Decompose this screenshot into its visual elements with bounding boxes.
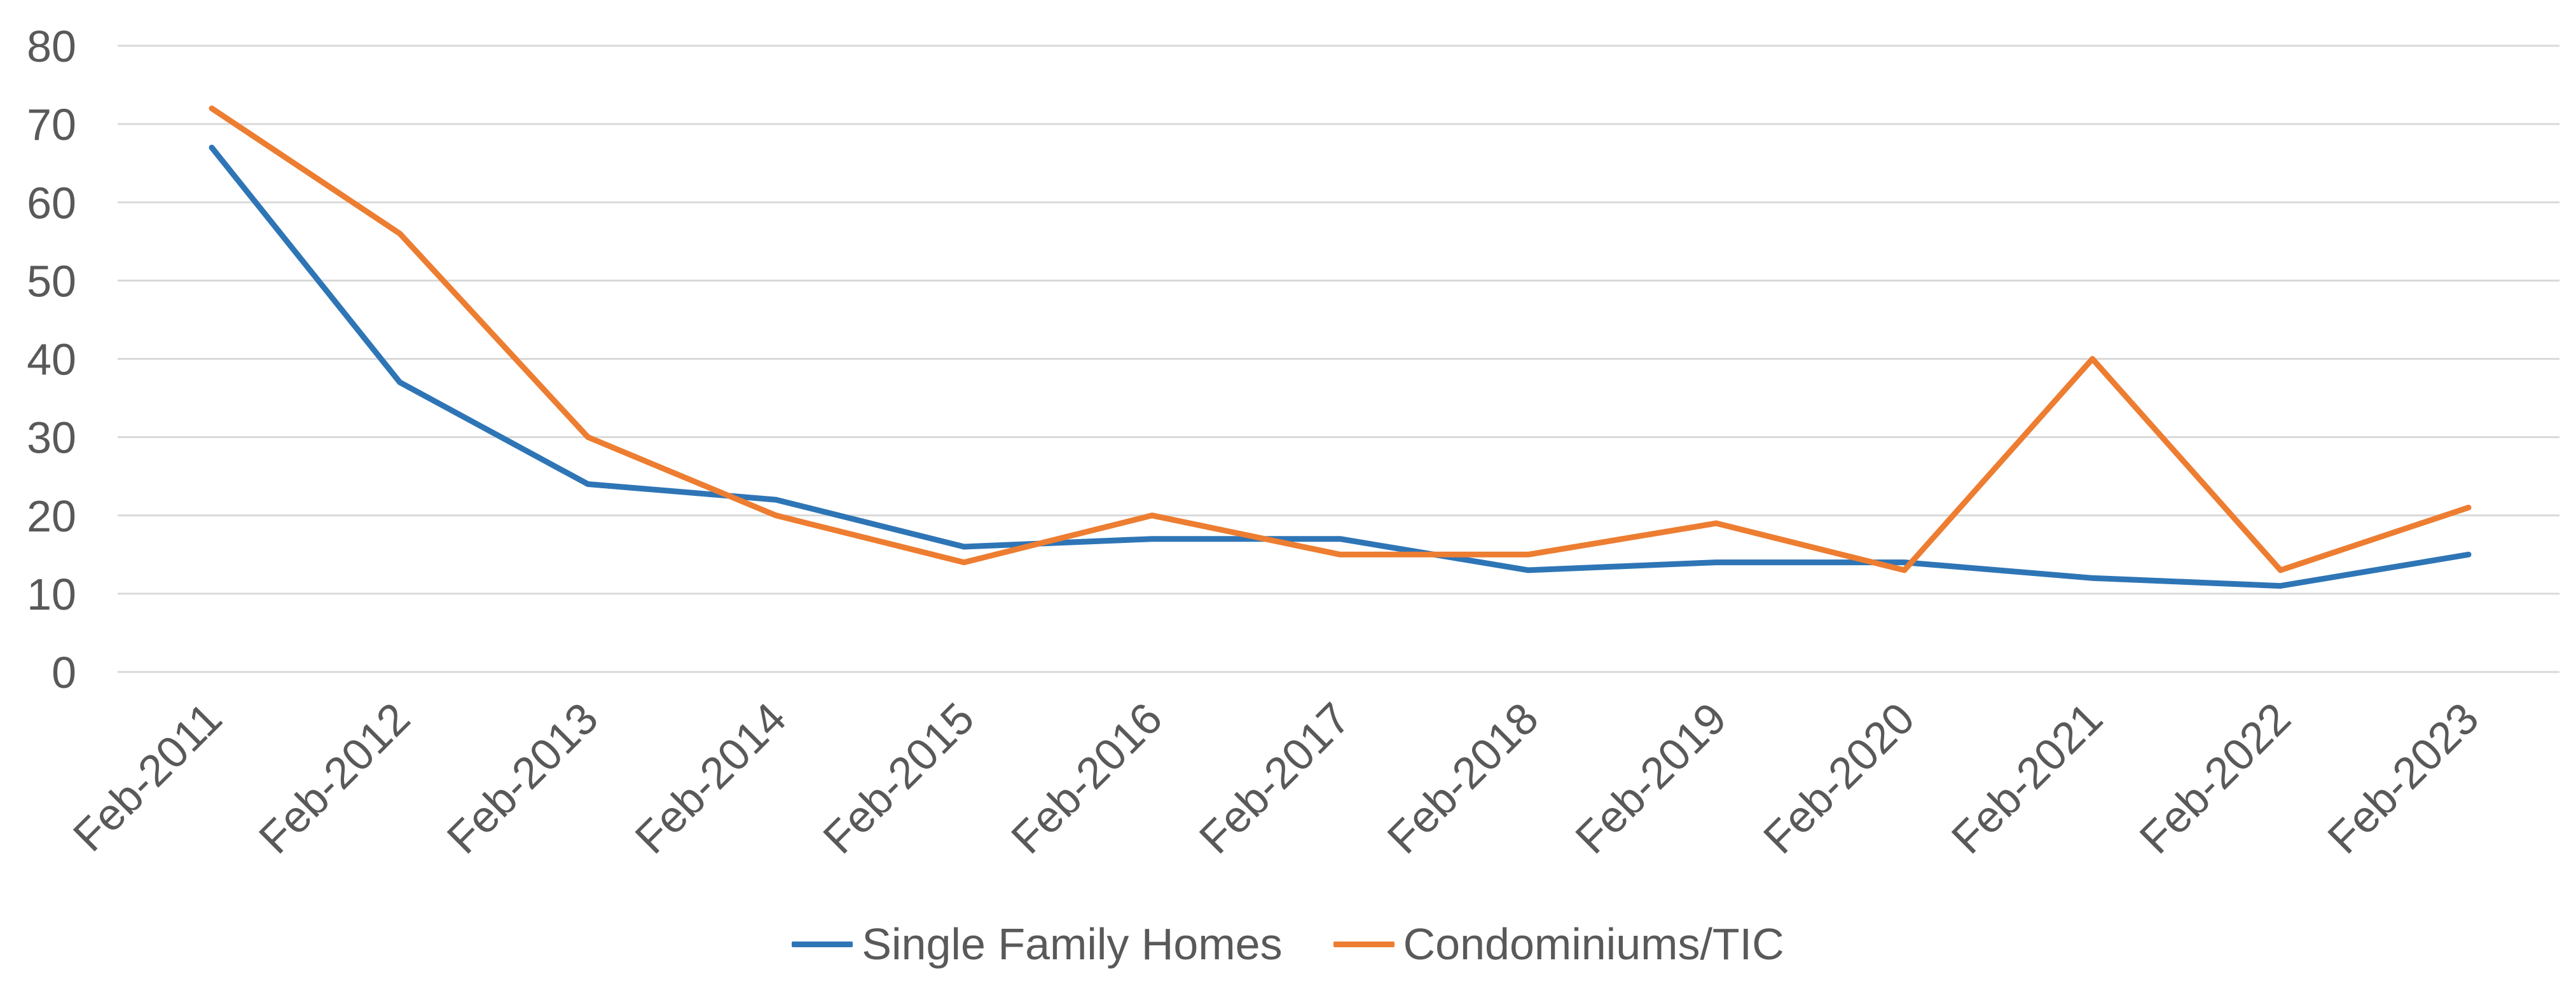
legend-label-condominiums: Condominiums/TIC <box>1403 919 1784 969</box>
y-tick-label-30: 30 <box>27 413 76 463</box>
x-tick-label-Feb-2023: Feb-2023 <box>2318 693 2488 863</box>
legend-item-single-family: Single Family Homes <box>792 919 1283 969</box>
series-line-1 <box>209 106 2472 573</box>
y-tick-label-70: 70 <box>27 100 76 149</box>
y-tick-label-60: 60 <box>27 178 76 228</box>
y-tick-label-10: 10 <box>27 570 76 619</box>
y-tick-label-50: 50 <box>27 256 76 306</box>
series-line-0 <box>209 144 2472 589</box>
legend-item-condominiums: Condominiums/TIC <box>1333 919 1784 969</box>
x-tick-label-Feb-2018: Feb-2018 <box>1378 693 1548 863</box>
legend: Single Family Homes Condominiums/TIC <box>0 915 2576 973</box>
x-tick-label-Feb-2017: Feb-2017 <box>1190 693 1360 863</box>
y-tick-label-0: 0 <box>52 648 76 697</box>
x-tick-label-Feb-2012: Feb-2012 <box>249 693 419 863</box>
x-tick-label-Feb-2022: Feb-2022 <box>2130 693 2300 863</box>
legend-swatch-condominiums <box>1333 941 1395 947</box>
legend-label-single-family: Single Family Homes <box>862 919 1283 969</box>
x-tick-label-Feb-2016: Feb-2016 <box>1002 693 1171 863</box>
y-tick-label-20: 20 <box>27 491 76 541</box>
x-tick-label-Feb-2019: Feb-2019 <box>1566 693 1736 863</box>
x-tick-label-Feb-2021: Feb-2021 <box>1942 693 2112 863</box>
x-tick-label-Feb-2011: Feb-2011 <box>64 693 231 860</box>
x-tick-label-Feb-2015: Feb-2015 <box>814 693 984 863</box>
x-tick-label-Feb-2013: Feb-2013 <box>437 693 607 863</box>
y-tick-label-80: 80 <box>27 22 76 71</box>
legend-swatch-single-family <box>792 941 853 947</box>
y-tick-label-40: 40 <box>27 335 76 385</box>
x-tick-label-Feb-2014: Feb-2014 <box>626 693 796 863</box>
x-tick-label-Feb-2020: Feb-2020 <box>1754 693 1924 863</box>
